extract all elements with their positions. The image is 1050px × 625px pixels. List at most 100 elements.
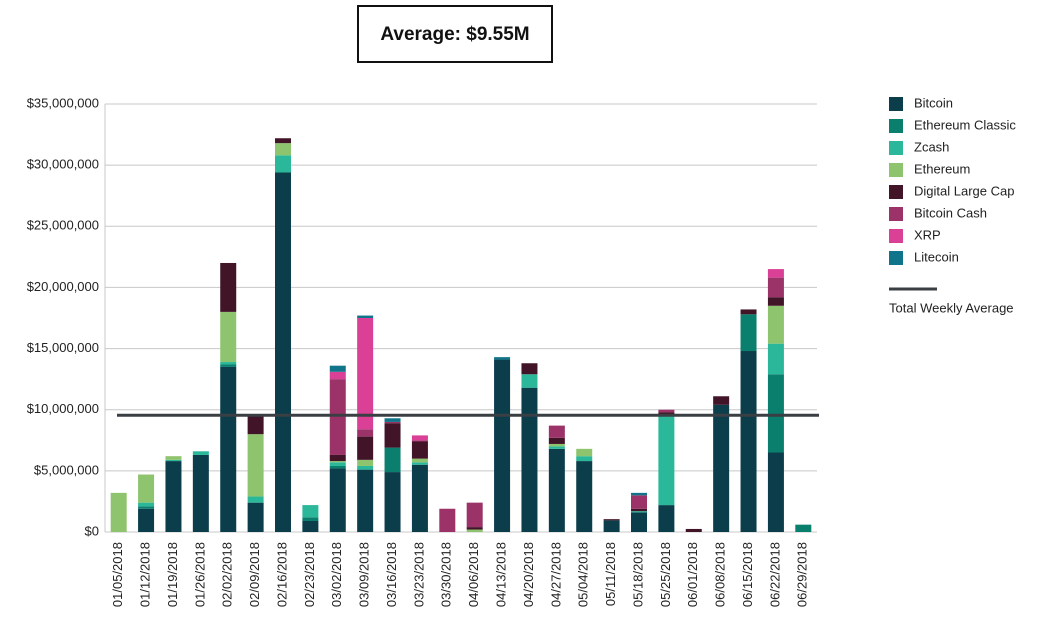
y-tick-label: $15,000,000 [27,340,99,355]
bar-segment [603,519,620,521]
bar-segment [192,454,209,532]
bar-segment [658,409,675,413]
x-tick-label: 05/18/2018 [630,542,645,607]
x-tick-label: 02/02/2018 [220,542,235,607]
legend-label: Total Weekly Average [889,300,1014,315]
bar-segment [466,529,483,532]
bar-segment [658,414,675,506]
x-tick-label: 06/08/2018 [713,542,728,607]
bar-segment [411,441,428,459]
legend-label: Digital Large Cap [914,183,1014,198]
legend-label: XRP [914,227,941,242]
bar-segment [220,366,237,532]
x-tick-label: 04/06/2018 [466,542,481,607]
legend-swatch [889,163,903,177]
bar-segment [411,464,428,532]
bar-segment [466,527,483,530]
bar-segment [357,315,374,318]
x-tick-label: 02/09/2018 [247,542,262,607]
bar-segment [275,143,291,156]
bar-segment [165,461,182,532]
bar-segment [658,505,675,532]
x-tick-label: 02/23/2018 [302,542,317,607]
bar-segment [329,454,346,462]
bar-segment [631,511,647,513]
bar-segment [466,502,483,528]
x-tick-label: 05/25/2018 [658,542,673,607]
bar-segment [658,412,675,415]
bar-segment [767,297,784,306]
average-box [357,5,553,63]
y-tick-label: $5,000,000 [34,462,99,477]
x-tick-label: 01/05/2018 [110,542,125,607]
bar-segment [192,451,209,455]
bar-segment [576,461,593,532]
bar-segment [494,359,511,532]
x-tick-label: 03/09/2018 [357,542,372,607]
bar-segment [521,374,538,388]
bar-segment [329,468,346,532]
legend-swatch [889,119,903,133]
bar-segment [357,459,374,466]
bar-segment [631,492,647,496]
bar-segment [631,495,647,509]
bar-segment [384,418,401,422]
bar-segment [439,508,456,532]
bar-segment [411,462,428,465]
bar-segment [603,520,620,532]
bar-segment [110,492,127,532]
bar-segment [329,379,346,455]
bar-segment [329,371,346,380]
x-tick-label: 04/13/2018 [494,542,509,607]
y-tick-label: $10,000,000 [27,401,99,416]
bar-segment [384,447,401,473]
legend-swatch [889,229,903,243]
bar-segment [357,465,374,470]
bar-segment [521,387,538,532]
legend-label: Ethereum [914,161,970,176]
bar-segment [138,474,155,503]
bar-segment [548,446,565,449]
bar-segment [357,429,374,437]
x-tick-label: 01/19/2018 [165,542,180,607]
bar-segment [384,421,401,424]
bar-segment [767,374,784,453]
bar-segment [357,436,374,460]
bar-segment [521,363,538,375]
x-tick-label: 05/04/2018 [576,542,591,607]
bar-segment [740,309,757,315]
bar-segment [138,508,155,532]
bar-segment [247,502,264,532]
bar-segment [411,435,428,441]
bar-segment [713,404,730,532]
legend-swatch [889,251,903,265]
legend-label: Zcash [914,139,949,154]
bar-segment [548,443,565,447]
x-tick-label: 06/01/2018 [685,542,700,607]
x-tick-label: 01/26/2018 [192,542,207,607]
bar-segment [767,269,784,278]
legend-label: Ethereum Classic [914,117,1016,132]
bar-segment [247,496,264,503]
bar-segment [494,357,511,360]
bar-segment [631,512,647,532]
bar-segment [165,459,182,462]
bar-segment [548,448,565,532]
bar-segment [165,456,182,460]
legend-label: Litecoin [914,249,959,264]
x-tick-label: 04/27/2018 [548,542,563,607]
bar-segment [220,364,237,367]
bar-segment [357,469,374,532]
bar-segment [767,452,784,532]
x-tick-label: 06/15/2018 [740,542,755,607]
x-tick-label: 03/23/2018 [411,542,426,607]
x-tick-label: 02/16/2018 [274,542,289,607]
bar-segment [220,311,237,363]
bar-segment [631,508,647,512]
bar-segment [767,277,784,298]
bar-segment [329,365,346,372]
x-tick-label: 03/30/2018 [439,542,454,607]
bar-segment [685,528,702,532]
bar-segment [329,461,346,463]
